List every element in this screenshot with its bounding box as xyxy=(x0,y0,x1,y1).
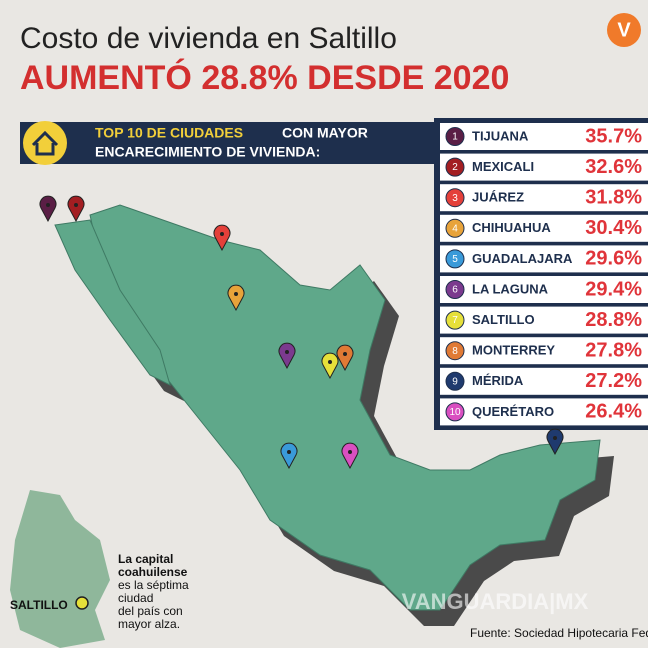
inset-text: del país con xyxy=(118,604,183,618)
city-name: CHIHUAHUA xyxy=(472,220,551,235)
city-pin xyxy=(321,352,339,380)
ranking-row xyxy=(440,367,648,395)
pin-dot xyxy=(287,450,291,454)
ranking-row xyxy=(440,306,648,334)
rank-number: 8 xyxy=(452,346,458,357)
city-value: 31.8% xyxy=(585,186,642,208)
pin-dot xyxy=(553,436,557,440)
ranking-row xyxy=(440,398,648,426)
city-pin xyxy=(278,342,296,370)
banner-text: CON MAYOR xyxy=(282,125,368,141)
rank-badge xyxy=(445,157,465,177)
city-value: 29.4% xyxy=(585,278,642,300)
inset-label: SALTILLO xyxy=(10,598,68,612)
rank-badge xyxy=(445,249,465,269)
city-pin xyxy=(341,442,359,470)
city-name: MEXICALI xyxy=(472,159,534,174)
logo xyxy=(607,13,641,47)
city-name: TIJUANA xyxy=(472,128,529,143)
house-icon xyxy=(31,130,59,156)
city-pin xyxy=(227,284,245,312)
rank-badge xyxy=(445,280,465,299)
subtitle: AUMENTÓ 28.8% DESDE 2020 xyxy=(20,59,509,97)
city-pin xyxy=(39,195,57,223)
rank-number: 10 xyxy=(449,407,461,418)
rank-number: 5 xyxy=(452,254,458,265)
rank-badge xyxy=(445,371,465,391)
city-value: 30.4% xyxy=(585,217,642,239)
rank-badge xyxy=(445,402,465,422)
ranking-row xyxy=(440,337,648,365)
banner-highlight: TOP 10 DE CIUDADES xyxy=(95,125,243,141)
rank-badge xyxy=(445,310,465,330)
pin-dot xyxy=(220,232,224,236)
rank-number: 1 xyxy=(452,132,458,143)
inset-text: ciudad xyxy=(118,591,153,605)
watermark: VANGUARDIA|MX xyxy=(402,589,589,614)
pin-dot xyxy=(343,352,347,356)
ranking-row xyxy=(440,153,648,181)
city-value: 26.4% xyxy=(585,401,642,423)
city-value: 28.8% xyxy=(585,309,642,331)
pin-dot xyxy=(46,203,50,207)
city-pin xyxy=(336,344,354,372)
city-pin xyxy=(67,195,85,223)
rank-badge xyxy=(445,127,465,146)
city-pin xyxy=(546,428,564,456)
city-name: QUERÉTARO xyxy=(472,404,554,419)
city-value: 27.2% xyxy=(585,370,642,392)
rank-number: 4 xyxy=(452,223,458,234)
pin-dot xyxy=(328,360,332,364)
city-name: JUÁREZ xyxy=(472,190,524,205)
ranking-row xyxy=(440,245,648,273)
rank-number: 6 xyxy=(452,285,458,296)
city-name: GUADALAJARA xyxy=(472,251,573,266)
rank-number: 2 xyxy=(452,162,458,173)
rank-number: 3 xyxy=(452,193,458,204)
rank-number: 7 xyxy=(452,315,458,326)
map xyxy=(54,204,601,611)
source: Fuente: Sociedad Hipotecaria Federal. xyxy=(470,626,648,640)
pin-dot xyxy=(234,292,238,296)
city-name: LA LAGUNA xyxy=(472,281,549,296)
city-value: 32.6% xyxy=(585,156,642,178)
city-pin xyxy=(213,224,231,252)
house-badge xyxy=(23,121,67,165)
city-pin xyxy=(280,442,298,470)
pin-dot xyxy=(285,350,289,354)
ranking-row xyxy=(440,276,648,303)
city-value: 35.7% xyxy=(585,125,642,147)
ranking-row xyxy=(440,123,648,150)
pin-dot xyxy=(348,450,352,454)
inset-text: es la séptima xyxy=(118,578,189,592)
city-value: 27.8% xyxy=(585,339,642,361)
rank-badge xyxy=(445,218,465,238)
inset-text-bold: La capital xyxy=(118,552,173,566)
inset-pin xyxy=(75,596,89,610)
inset-text-bold: coahuilense xyxy=(118,565,188,579)
pin-dot xyxy=(74,203,78,207)
rank-badge xyxy=(445,341,465,361)
banner xyxy=(20,122,438,164)
title: Costo de vivienda en Saltillo xyxy=(20,22,397,55)
ranking-row xyxy=(440,184,648,212)
city-name: MÉRIDA xyxy=(472,373,524,388)
banner-text: ENCARECIMIENTO DE VIVIENDA: xyxy=(95,144,320,160)
rank-badge xyxy=(445,188,465,208)
city-value: 29.6% xyxy=(585,248,642,270)
city-name: SALTILLO xyxy=(472,312,535,327)
city-name: MONTERREY xyxy=(472,343,555,358)
inset-text: mayor alza. xyxy=(118,617,180,631)
rank-number: 9 xyxy=(452,376,458,387)
ranking-row xyxy=(440,214,648,242)
logo-text: V xyxy=(617,19,631,41)
